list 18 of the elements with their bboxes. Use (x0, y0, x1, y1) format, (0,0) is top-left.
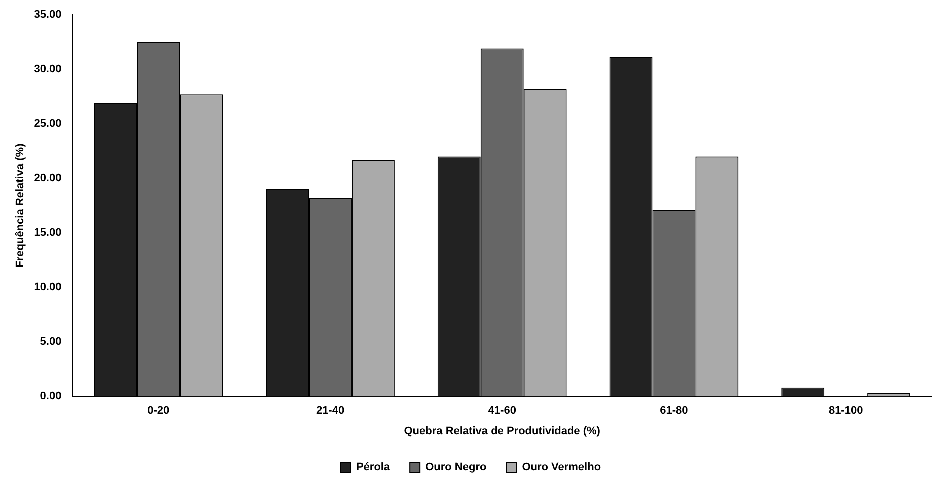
x-axis-title: Quebra Relativa de Produtividade (%) (404, 425, 601, 438)
x-tick-label: 21-40 (316, 405, 345, 418)
y-axis-title: Frequência Relativa (%) (14, 143, 27, 268)
x-tick-label: 0-20 (148, 405, 170, 418)
x-tick-label: 41-60 (488, 405, 516, 418)
y-tick-label: 0.00 (40, 390, 62, 403)
y-tick-label: 30.00 (34, 64, 62, 76)
x-tick-label: 81-100 (828, 405, 864, 418)
y-tick-label: 35.00 (34, 9, 62, 22)
legend-label: Ouro Vermelho (522, 462, 602, 474)
y-tick-label: 15.00 (34, 227, 62, 240)
x-tick-label: 61-80 (660, 405, 688, 418)
y-tick-label: 20.00 (34, 172, 62, 185)
legend-label: Pérola (356, 462, 391, 474)
y-tick-label: 25.00 (34, 118, 62, 130)
y-tick-label: 10.00 (34, 282, 62, 294)
y-tick-label: 5.00 (40, 336, 62, 348)
legend-label: Ouro Negro (426, 462, 487, 474)
